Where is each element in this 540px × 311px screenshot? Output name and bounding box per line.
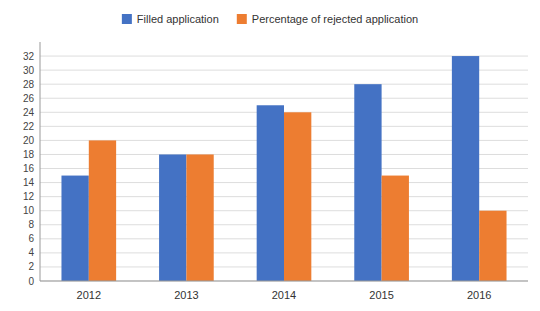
y-tick-label: 4 [28, 247, 34, 258]
bar [284, 112, 311, 281]
y-tick-label: 8 [28, 219, 34, 230]
y-tick-label: 14 [23, 177, 35, 188]
x-axis-line [40, 281, 528, 282]
grid [40, 56, 528, 281]
legend-label: Filled application [137, 13, 219, 25]
bar [257, 105, 284, 281]
bars [61, 56, 506, 281]
bar [354, 84, 381, 281]
bar [452, 56, 479, 281]
y-tick-label: 24 [23, 107, 35, 118]
y-tick-label: 2 [28, 261, 34, 272]
y-tick-label: 12 [23, 191, 35, 202]
y-tick-label: 26 [23, 93, 35, 104]
y-tick-label: 28 [23, 79, 35, 90]
y-tick-label: 18 [23, 149, 35, 160]
y-tick-label: 10 [23, 205, 35, 216]
y-tick-label: 30 [23, 65, 35, 76]
y-axis-line [40, 42, 41, 281]
x-tick-label: 2014 [272, 289, 296, 301]
legend-swatch [237, 14, 247, 24]
bar [159, 154, 186, 281]
chart: 0246810121416182022242628303220122013201… [0, 0, 540, 311]
y-tick-label: 20 [23, 135, 35, 146]
bar [89, 140, 116, 281]
y-tick-label: 16 [23, 163, 35, 174]
x-tick-label: 2012 [77, 289, 101, 301]
y-tick-label: 6 [28, 233, 34, 244]
y-tick-label: 32 [23, 51, 35, 62]
x-tick-label: 2016 [467, 289, 491, 301]
legend-label: Percentage of rejected application [252, 13, 418, 25]
x-tick-label: 2013 [174, 289, 198, 301]
x-tick-label: 2015 [369, 289, 393, 301]
legend-swatch [122, 14, 132, 24]
grid-line [40, 281, 528, 282]
legend: Filled application Percentage of rejected… [122, 13, 418, 25]
bar [382, 176, 409, 281]
bar [479, 211, 506, 281]
y-tick-label: 0 [28, 276, 34, 287]
bar [61, 176, 88, 281]
bar [186, 154, 213, 281]
y-tick-label: 22 [23, 121, 35, 132]
